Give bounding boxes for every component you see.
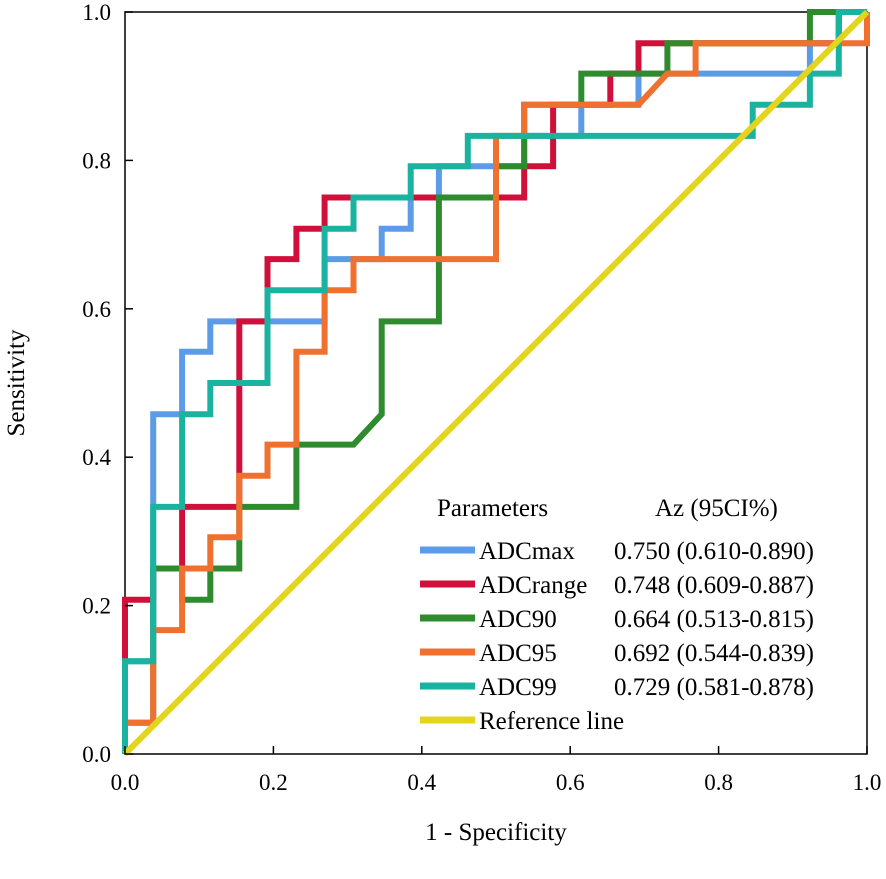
series-line-adc99 [122, 9, 867, 754]
legend-az-adc99: 0.729 (0.581-0.878) [614, 674, 814, 701]
series-line-reference-line [122, 9, 870, 757]
x-tick-label: 1.0 [853, 770, 882, 795]
series-line-adc95 [122, 12, 870, 754]
legend-label-adcrange: ADCrange [479, 572, 587, 599]
legend-az-adc95: 0.692 (0.544-0.839) [614, 640, 814, 667]
legend-label-adc90: ADC90 [479, 606, 557, 633]
x-tick-label: 0.6 [556, 770, 585, 795]
legend-az-adcrange: 0.748 (0.609-0.887) [614, 572, 814, 599]
y-tick-label: 0.4 [82, 445, 111, 470]
x-tick-label: 0.4 [407, 770, 436, 795]
y-tick-label: 0.8 [82, 148, 111, 173]
legend-label-reference-line: Reference line [479, 708, 624, 735]
x-axis-label: 1 - Specificity [425, 819, 567, 846]
x-tick-label: 0.8 [704, 770, 733, 795]
legend-label-adc95: ADC95 [479, 640, 557, 667]
legend-az-adcmax: 0.750 (0.610-0.890) [614, 538, 814, 565]
y-tick-label: 0.0 [82, 742, 111, 767]
y-tick-label: 1.0 [82, 0, 111, 25]
x-tick-label: 0.0 [111, 770, 140, 795]
y-tick-label: 0.2 [82, 594, 111, 619]
y-tick-label: 0.6 [82, 297, 111, 322]
legend-header-parameters: Parameters [437, 495, 548, 522]
legend-label-adc99: ADC99 [479, 674, 557, 701]
x-tick-label: 0.2 [259, 770, 288, 795]
legend-az-adc90: 0.664 (0.513-0.815) [614, 606, 814, 633]
legend-header-az: Az (95CI%) [655, 495, 778, 522]
y-axis-label: Sensitivity [3, 329, 30, 436]
axis-layer: 0.0 0.2 0.4 0.6 0.8 1.0 0.0 0.2 0.4 0.6 0.8 1.0 [82, 0, 881, 795]
legend: Parameters Az (95CI%) ADCmax 0.750 (0.610-0… [420, 495, 814, 735]
legend-label-adcmax: ADCmax [479, 538, 575, 565]
series-layer [122, 9, 870, 757]
